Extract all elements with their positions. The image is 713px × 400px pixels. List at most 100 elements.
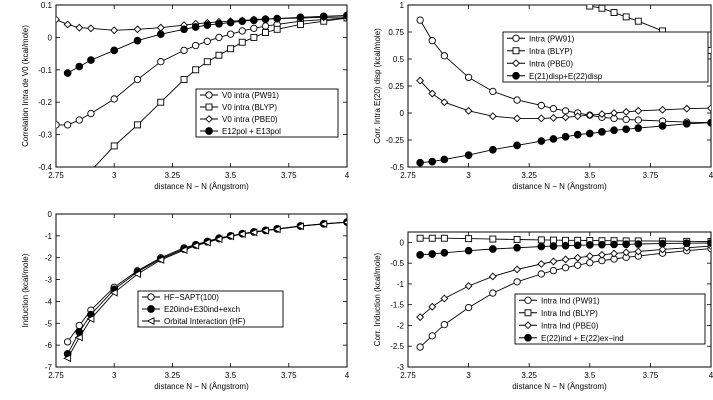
data-point <box>56 121 60 129</box>
data-point <box>513 141 521 150</box>
y-tick-label: 0.1 <box>41 1 53 10</box>
data-point <box>226 18 235 27</box>
data-point <box>634 240 643 248</box>
data-point <box>262 29 269 36</box>
legend-marker <box>524 309 532 317</box>
data-point <box>63 354 72 363</box>
data-point <box>573 241 582 250</box>
data-point <box>561 264 570 272</box>
legend-label: V0 intra (PW91) <box>222 91 279 100</box>
chart-1: 2.75 3 3.25 3.5 3.75 4 -0.4 -0.3 -0.2 -0.1 0 0.1 dis… <box>21 1 350 191</box>
legend-marker <box>147 293 155 301</box>
data-point <box>585 241 594 249</box>
legend-marker <box>205 91 213 99</box>
data-point <box>598 128 606 136</box>
data-point <box>203 58 211 66</box>
data-point <box>87 56 95 64</box>
x-tick-label: 2.75 <box>48 371 64 380</box>
data-point <box>416 234 424 242</box>
legend-marker <box>512 71 520 80</box>
data-point <box>261 15 270 24</box>
legend: HF−SAPT(100) E20ind+E30ind+exch Orbital In… <box>137 290 284 328</box>
data-point <box>610 126 618 135</box>
data-point <box>658 122 667 130</box>
y-tick-label: -2 <box>45 254 53 263</box>
data-point <box>238 27 246 35</box>
legend-marker <box>205 127 213 135</box>
x-tick-label: 2.75 <box>48 171 64 180</box>
data-point <box>634 106 643 115</box>
y-tick-label: -0.4 <box>38 163 52 172</box>
chart-3: 2.75 3 3.25 3.5 3.75 4 -7 -6 -5 -4 -3 -2 -1 0 distance… <box>21 210 350 391</box>
x-tick-label: 3.5 <box>584 171 596 180</box>
x-tick-label: 3.75 <box>643 171 659 180</box>
data-point <box>707 104 711 113</box>
data-point <box>573 253 582 262</box>
data-point <box>86 314 95 323</box>
legend: Intra (PW91) Intra (BLYP) Intra (PBE0) E(21… <box>502 31 709 83</box>
plot-frame <box>55 4 348 168</box>
data-point <box>622 240 631 249</box>
data-point <box>513 96 521 104</box>
x-tick-label: 4 <box>345 171 350 180</box>
y-tick-label: -4 <box>45 297 53 306</box>
legend-label: V0 intra (PBE0) <box>222 115 278 124</box>
series-2 <box>93 14 347 167</box>
legend-marker <box>524 333 532 342</box>
data-point <box>658 239 667 248</box>
data-point <box>250 16 258 25</box>
series-line <box>419 245 711 318</box>
series-4 <box>416 118 711 167</box>
data-point <box>110 142 118 150</box>
data-point <box>682 239 691 248</box>
legend-label: E12pol + E13pol <box>222 127 281 136</box>
legend-label: Intra Ind (PW91) <box>541 296 600 305</box>
data-point <box>428 302 437 311</box>
y-axis-label: Correlation Intra de V0 (kcal/mole) <box>21 25 30 147</box>
x-tick-label: 3.25 <box>521 371 537 380</box>
y-tick-label: -0.2 <box>38 98 52 107</box>
data-point <box>296 20 304 28</box>
data-point <box>597 250 606 259</box>
series-line <box>419 248 711 348</box>
data-point <box>682 104 691 113</box>
series-3 <box>63 220 347 363</box>
plot-frame <box>407 231 712 368</box>
data-point <box>134 121 141 129</box>
y-tick-label: -3 <box>397 363 405 372</box>
data-point <box>610 109 618 117</box>
x-tick-label: 3.75 <box>281 171 297 180</box>
data-point <box>179 246 188 254</box>
data-point <box>63 69 72 77</box>
legend: V0 intra (PW91) V0 intra (BLYP) V0 intra (… <box>195 88 339 138</box>
data-point <box>157 58 165 66</box>
data-point <box>634 247 643 256</box>
x-tick-label: 4 <box>345 371 350 380</box>
data-point <box>610 9 618 17</box>
data-point <box>428 157 437 166</box>
series-2 <box>63 218 347 358</box>
x-tick-label: 3.25 <box>521 171 537 180</box>
data-point <box>342 220 347 225</box>
data-point <box>440 320 449 329</box>
series-line <box>420 242 711 256</box>
series-4 <box>416 239 711 259</box>
legend-box <box>137 290 284 328</box>
data-point <box>561 107 570 115</box>
data-point <box>226 30 235 38</box>
legend-label: E20ind+E30ind+exch <box>164 305 240 314</box>
data-point <box>416 158 424 167</box>
data-point <box>488 272 497 281</box>
y-tick-label: -0.3 <box>38 131 52 140</box>
y-axis-label: Corr. Induction (kcal/mole) <box>373 252 382 346</box>
data-point <box>464 151 473 159</box>
data-point <box>585 111 594 120</box>
data-point <box>215 51 223 59</box>
data-point <box>428 89 437 98</box>
data-point <box>488 245 497 253</box>
series-4 <box>63 11 347 77</box>
data-point <box>573 112 582 121</box>
x-tick-label: 3 <box>466 371 471 380</box>
data-point <box>250 33 258 41</box>
data-point <box>319 12 328 21</box>
